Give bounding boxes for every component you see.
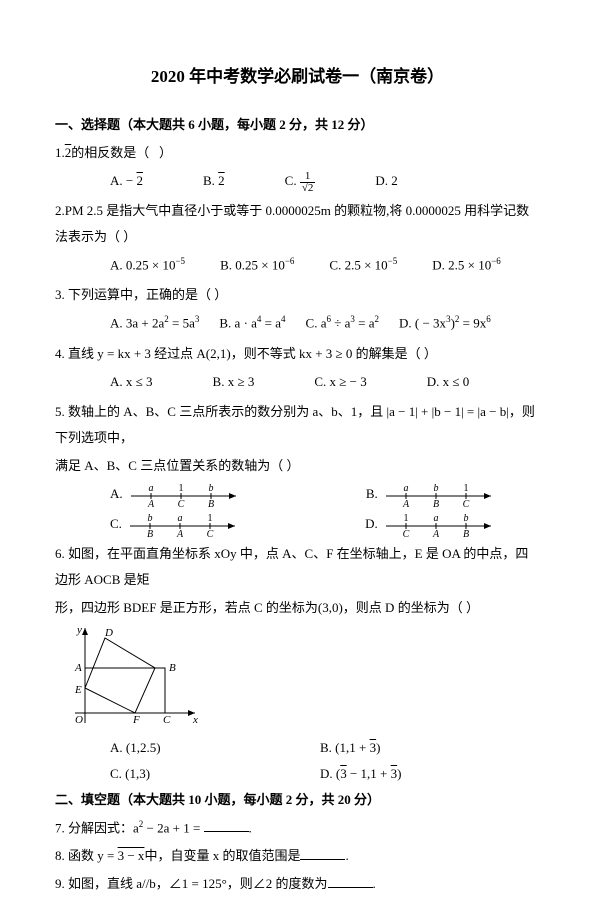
svg-text:A: A <box>176 529 184 538</box>
q1-b: B. 2 <box>203 168 225 194</box>
svg-text:B: B <box>169 662 176 674</box>
svg-text:A: A <box>147 499 155 508</box>
q2-d: D. 2.5 × 10−6 <box>432 252 501 278</box>
q5-stem1: 5. 数轴上的 A、B、C 三点所表示的数分别为 a、b、1，且 |a − 1|… <box>55 399 540 451</box>
q6-b: B. (1,1 + 3) <box>320 735 380 761</box>
q3-a: A. 3a + 2a2 = 5a3 <box>110 310 199 336</box>
svg-text:a: a <box>434 513 439 524</box>
svg-text:a: a <box>148 483 153 494</box>
svg-text:y: y <box>76 624 82 636</box>
svg-text:1: 1 <box>404 513 409 524</box>
q9: 9. 如图，直线 a//b，∠1 = 125°，则∠2 的度数为. <box>55 871 540 897</box>
svg-text:B: B <box>463 529 469 538</box>
q3-stem: 3. 下列运算中，正确的是（ ） <box>55 282 540 308</box>
q2-a: A. 0.25 × 10−5 <box>110 252 185 278</box>
q6-d: D. (3 − 1,1 + 3) <box>320 761 401 787</box>
q4-d: D. x ≤ 0 <box>427 369 470 395</box>
q6-figure: y D A B E O F C x <box>55 623 540 733</box>
q3-b: B. a · a4 = a4 <box>219 310 285 336</box>
q4-a: A. x ≤ 3 <box>110 369 153 395</box>
svg-text:1: 1 <box>464 483 469 494</box>
svg-text:A: A <box>402 499 410 508</box>
section-a: 一、选择题（本大题共 6 小题，每小题 2 分，共 12 分） <box>55 112 540 138</box>
svg-text:1: 1 <box>208 513 213 524</box>
svg-text:B: B <box>147 529 153 538</box>
svg-text:E: E <box>74 684 82 696</box>
svg-text:C: C <box>463 499 470 508</box>
svg-text:C: C <box>163 714 171 726</box>
q3-c: C. a6 ÷ a3 = a2 <box>306 310 379 336</box>
q1-d: D. 2 <box>375 168 397 194</box>
q2-b: B. 0.25 × 10−6 <box>220 252 294 278</box>
q1-options: A. − 2 B. 2 C. 1√2 D. 2 <box>55 168 540 194</box>
svg-text:C: C <box>178 499 185 508</box>
q1-a: A. − 2 <box>110 168 143 194</box>
svg-text:b: b <box>434 483 439 494</box>
q1-stem: 1.2的相反数是（ ） <box>55 140 540 166</box>
q5-row-ab: A. a 1 b A C B B. a b 1 A B C <box>55 481 540 508</box>
svg-text:b: b <box>148 513 153 524</box>
svg-text:D: D <box>104 627 113 639</box>
svg-text:A: A <box>74 662 82 674</box>
section-b: 二、填空题（本大题共 10 小题，每小题 2 分，共 20 分） <box>55 787 540 813</box>
q4-b: B. x ≥ 3 <box>213 369 255 395</box>
q5-row-cd: C. b a 1 B A C D. 1 a b C A B <box>55 511 540 538</box>
svg-text:1: 1 <box>178 483 183 494</box>
q3-options: A. 3a + 2a2 = 5a3 B. a · a4 = a4 C. a6 ÷… <box>55 310 540 336</box>
q6-options: A. (1,2.5) B. (1,1 + 3) C. (1,3) D. (3 −… <box>55 735 540 787</box>
q6-stem1: 6. 如图，在平面直角坐标系 xOy 中，点 A、C、F 在坐标轴上，E 是 O… <box>55 541 540 593</box>
page-title: 2020 年中考数学必刷试卷一（南京卷） <box>55 60 540 94</box>
q6-stem2: 形，四边形 BDEF 是正方形，若点 C 的坐标为(3,0)，则点 D 的坐标为… <box>55 595 540 621</box>
svg-text:C: C <box>207 529 214 538</box>
svg-text:a: a <box>178 513 183 524</box>
q2-options: A. 0.25 × 10−5 B. 0.25 × 10−6 C. 2.5 × 1… <box>55 252 540 278</box>
q3-d: D. ( − 3x3)2 = 9x6 <box>399 310 491 336</box>
q5-stem2: 满足 A、B、C 三点位置关系的数轴为（ ） <box>55 453 540 479</box>
svg-text:F: F <box>132 714 140 726</box>
q2-stem: 2.PM 2.5 是指大气中直径小于或等于 0.0000025m 的颗粒物,将 … <box>55 198 540 250</box>
svg-text:a: a <box>404 483 409 494</box>
svg-text:b: b <box>208 483 213 494</box>
svg-text:B: B <box>433 499 439 508</box>
q4-c: C. x ≥ − 3 <box>314 369 366 395</box>
q7: 7. 分解因式：a2 − 2a + 1 = . <box>55 815 540 841</box>
q5-a: A. a 1 b A C B <box>110 481 246 508</box>
q4-options: A. x ≤ 3 B. x ≥ 3 C. x ≥ − 3 D. x ≤ 0 <box>55 369 540 395</box>
q4-stem: 4. 直线 y = kx + 3 经过点 A(2,1)，则不等式 kx + 3 … <box>55 341 540 367</box>
svg-text:b: b <box>464 513 469 524</box>
q1-c: C. 1√2 <box>285 168 316 194</box>
svg-text:A: A <box>432 529 440 538</box>
svg-text:C: C <box>403 529 410 538</box>
q5-d: D. 1 a b C A B <box>365 511 501 538</box>
q6-a: A. (1,2.5) <box>110 735 320 761</box>
svg-text:O: O <box>75 714 83 726</box>
q8: 8. 函数 y = 3 − x中，自变量 x 的取值范围是. <box>55 843 540 869</box>
q2-c: C. 2.5 × 10−5 <box>329 252 397 278</box>
q5-b: B. a b 1 A B C <box>366 481 501 508</box>
q5-c: C. b a 1 B A C <box>110 511 245 538</box>
svg-text:x: x <box>192 714 198 726</box>
q6-c: C. (1,3) <box>110 761 320 787</box>
svg-text:B: B <box>208 499 214 508</box>
